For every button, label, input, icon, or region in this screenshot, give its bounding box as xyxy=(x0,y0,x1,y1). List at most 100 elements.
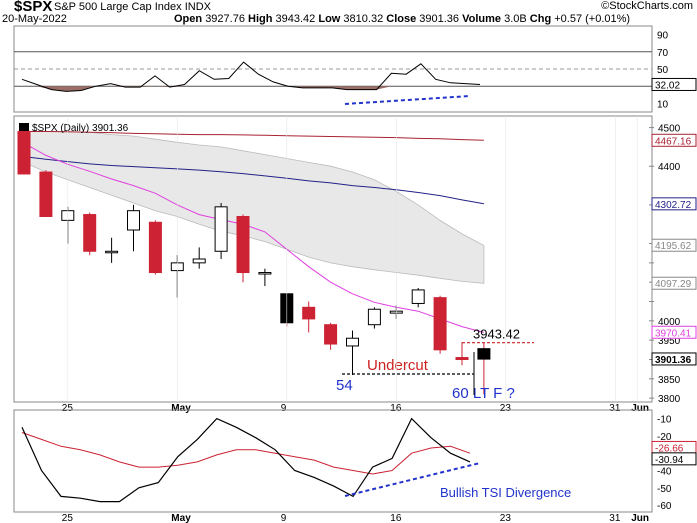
price-value-label: 3901.36 xyxy=(655,355,692,366)
candle-body xyxy=(367,308,381,326)
x-axis-label: May xyxy=(171,513,191,523)
undercut-label: Undercut xyxy=(367,357,429,374)
rsi-tick-label: 70 xyxy=(657,48,669,59)
rsi-tick-label: 10 xyxy=(657,99,669,110)
candle-body xyxy=(346,337,359,347)
index-fullname: S&P 500 Large Cap Index xyxy=(54,1,182,13)
rsi-current-value: 32.02 xyxy=(655,80,680,91)
sma-long-line xyxy=(24,131,484,141)
price-tick-label: 3800 xyxy=(658,394,681,405)
price-value-label: 4195.62 xyxy=(655,241,692,252)
price-value-box xyxy=(651,133,697,147)
tsi-value-box xyxy=(651,452,697,466)
candle-body xyxy=(127,210,140,231)
x-axis-label: 16 xyxy=(390,513,402,523)
x-axis-label: 9 xyxy=(281,513,287,523)
low-label-54: 54 xyxy=(336,377,353,394)
candle-body xyxy=(214,206,228,252)
candle-body xyxy=(17,130,31,175)
tsi-tick-label: -60 xyxy=(657,501,672,512)
close-value: 3901.36 xyxy=(419,13,460,25)
x-axis-label: 31 xyxy=(609,403,621,414)
x-axis-label: 23 xyxy=(500,403,512,414)
x-axis-label: 23 xyxy=(500,513,512,523)
tsi-tick-label: -40 xyxy=(657,467,672,478)
tsi-tick-label: -50 xyxy=(657,484,672,495)
sma-short-line xyxy=(23,142,485,333)
x-axis-label: 9 xyxy=(281,403,287,414)
low-label-60: 60 LT F ? xyxy=(452,385,515,402)
tsi-signal-value: -26.66 xyxy=(655,443,684,454)
tsi-divergence-label: Bullish TSI Divergence xyxy=(440,485,571,500)
brand-watermark: ©StockCharts.com xyxy=(601,0,693,12)
legend-swatch xyxy=(19,123,29,131)
price-tick-label: 3950 xyxy=(658,336,681,347)
price-tick-label: 4400 xyxy=(658,162,681,173)
rsi-oversold-fill xyxy=(22,86,480,92)
rsi-line xyxy=(21,61,481,92)
index-name: S&P 500 Large Cap Index INDX xyxy=(54,1,211,13)
tsi-tick-label: -20 xyxy=(657,432,672,443)
tsi-line xyxy=(21,417,471,503)
close-label: Close xyxy=(386,13,417,25)
price-legend: $SPX (Daily) 3901.36 xyxy=(32,123,129,134)
rsi-tick-label: 50 xyxy=(657,65,669,76)
candle-body xyxy=(105,250,119,254)
candle-body xyxy=(302,306,316,320)
chg-label: Chg xyxy=(529,13,552,25)
volume-label: Volume xyxy=(462,13,502,25)
price-tick-label: 4000 xyxy=(658,317,681,328)
candle-body xyxy=(477,348,491,360)
low-label: Low xyxy=(318,13,341,25)
tsi-signal-line xyxy=(21,432,471,475)
tsi-current-value: -30.94 xyxy=(655,455,684,466)
rsi-value-box xyxy=(651,77,697,91)
price-panel-frame xyxy=(13,115,653,403)
x-axis-label: Jun xyxy=(631,513,649,523)
tsi-divergence-line xyxy=(344,462,481,497)
candle-body xyxy=(258,272,272,275)
x-axis-label: 31 xyxy=(609,513,621,523)
tsi-tick-label: -10 xyxy=(657,415,672,426)
bollinger-band xyxy=(23,131,485,284)
exchange: INDX xyxy=(184,1,211,13)
price-callout: 3943.42 xyxy=(473,327,520,342)
open-label: Open xyxy=(174,13,203,25)
price-value-box xyxy=(651,238,697,252)
rsi-tick-label: 90 xyxy=(657,31,669,42)
price-value-label: 3970.41 xyxy=(655,328,692,339)
candle-body xyxy=(192,258,206,264)
candle-body xyxy=(39,171,53,217)
price-value-box xyxy=(651,197,697,211)
high-label: High xyxy=(248,13,273,25)
sma-mid-line xyxy=(23,156,484,205)
price-tick-label: 3850 xyxy=(658,375,681,386)
high-value: 3943.42 xyxy=(275,13,316,25)
candle-body xyxy=(411,289,425,304)
price-tick-label: 4500 xyxy=(658,124,681,135)
price-value-box xyxy=(651,352,697,366)
candle-body xyxy=(236,215,250,274)
chg-value: +0.57 (+0.01%) xyxy=(554,13,631,25)
price-value-label: 4467.16 xyxy=(655,136,692,147)
candle-body xyxy=(324,324,338,345)
symbol: $SPX xyxy=(14,0,53,15)
volume-value: 3.0B xyxy=(504,13,527,25)
x-axis-label: May xyxy=(171,403,191,414)
price-value-label: 4302.72 xyxy=(655,200,692,211)
ohlc-readout: Open 3927.76 High 3943.42 Low 3810.32 Cl… xyxy=(174,13,630,25)
quote-date: 20-May-2022 xyxy=(2,13,67,25)
rsi-divergence-line xyxy=(344,95,471,105)
candle-body xyxy=(455,357,469,360)
x-axis-label: Jun xyxy=(631,403,649,414)
low-value: 3810.32 xyxy=(343,13,384,25)
candle-body xyxy=(433,297,447,351)
candle-body xyxy=(83,214,97,252)
price-value-box xyxy=(651,276,697,290)
price-value-label: 4097.29 xyxy=(655,279,692,290)
x-axis-label: 25 xyxy=(62,513,74,523)
x-axis-label: 16 xyxy=(390,403,402,414)
candle-body xyxy=(148,221,162,274)
